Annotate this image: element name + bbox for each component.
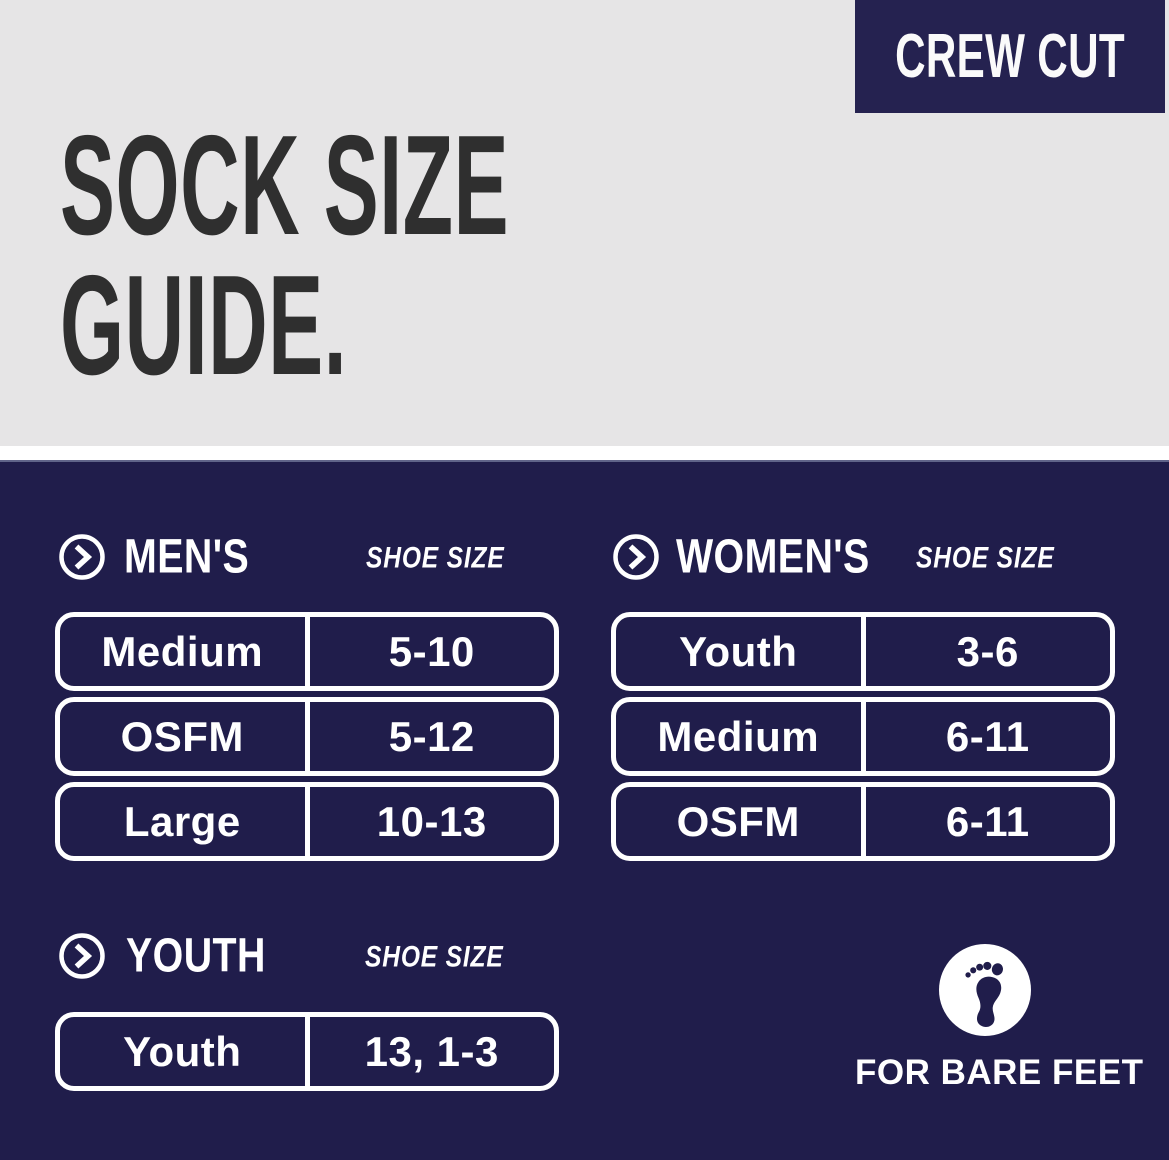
- size-cell: Youth: [60, 1017, 310, 1086]
- size-cell: OSFM: [60, 702, 310, 771]
- crew-cut-badge-label: CREW CUT: [895, 22, 1125, 91]
- table-row: Large 10-13: [55, 782, 559, 861]
- chevron-right-circle-icon: [613, 534, 659, 580]
- size-cell: Medium: [616, 702, 866, 771]
- brand-logo: FOR BARE FEET: [855, 944, 1144, 1093]
- youth-section-label: YOUTH: [126, 929, 266, 983]
- shoe-size-cell: 13, 1-3: [364, 1027, 499, 1075]
- chevron-right-circle-icon: [59, 534, 105, 580]
- mens-size-table: Medium 5-10 OSFM 5-12 Large 10-13: [55, 612, 559, 861]
- shoe-size-cell: 3-6: [956, 627, 1019, 675]
- chevron-right-circle-icon: [59, 933, 105, 979]
- womens-section-header: WOMEN'S SHOE SIZE: [612, 531, 1072, 584]
- table-row: Medium 6-11: [611, 697, 1115, 776]
- table-row: Youth 13, 1-3: [55, 1012, 559, 1091]
- youth-shoe-size-label: SHOE SIZE: [365, 940, 504, 974]
- shoe-size-cell: 5-10: [388, 627, 475, 675]
- page-title-line-2: GUIDE.: [60, 246, 348, 405]
- table-row: Youth 3-6: [611, 612, 1115, 691]
- shoe-size-cell: 5-12: [388, 712, 475, 760]
- table-row: OSFM 6-11: [611, 782, 1115, 861]
- womens-size-table: Youth 3-6 Medium 6-11 OSFM 6-11: [611, 612, 1115, 861]
- brand-label: FOR BARE FEET: [855, 1053, 1144, 1092]
- womens-section-label: WOMEN'S: [676, 530, 870, 584]
- size-cell: Youth: [616, 617, 866, 686]
- table-row: Medium 5-10: [55, 612, 559, 691]
- size-cell: Medium: [60, 617, 310, 686]
- shoe-size-cell: 6-11: [945, 712, 1030, 760]
- size-cell: Large: [60, 787, 310, 856]
- womens-shoe-size-label: SHOE SIZE: [916, 541, 1055, 575]
- mens-section-header: MEN'S SHOE SIZE: [58, 531, 518, 584]
- footprint-icon: [939, 944, 1031, 1036]
- shoe-size-cell: 6-11: [945, 797, 1030, 845]
- page-title: SOCK SIZE GUIDE.: [60, 106, 834, 405]
- page-title-line-1: SOCK SIZE: [60, 106, 510, 265]
- panel-divider: [0, 446, 1169, 460]
- youth-size-table: Youth 13, 1-3: [55, 1012, 559, 1091]
- table-row: OSFM 5-12: [55, 697, 559, 776]
- youth-section-header: YOUTH SHOE SIZE: [58, 930, 518, 983]
- shoe-size-cell: 10-13: [376, 797, 487, 845]
- size-cell: OSFM: [616, 787, 866, 856]
- mens-shoe-size-label: SHOE SIZE: [366, 541, 505, 575]
- crew-cut-badge: CREW CUT: [855, 0, 1165, 113]
- mens-section-label: MEN'S: [124, 530, 250, 584]
